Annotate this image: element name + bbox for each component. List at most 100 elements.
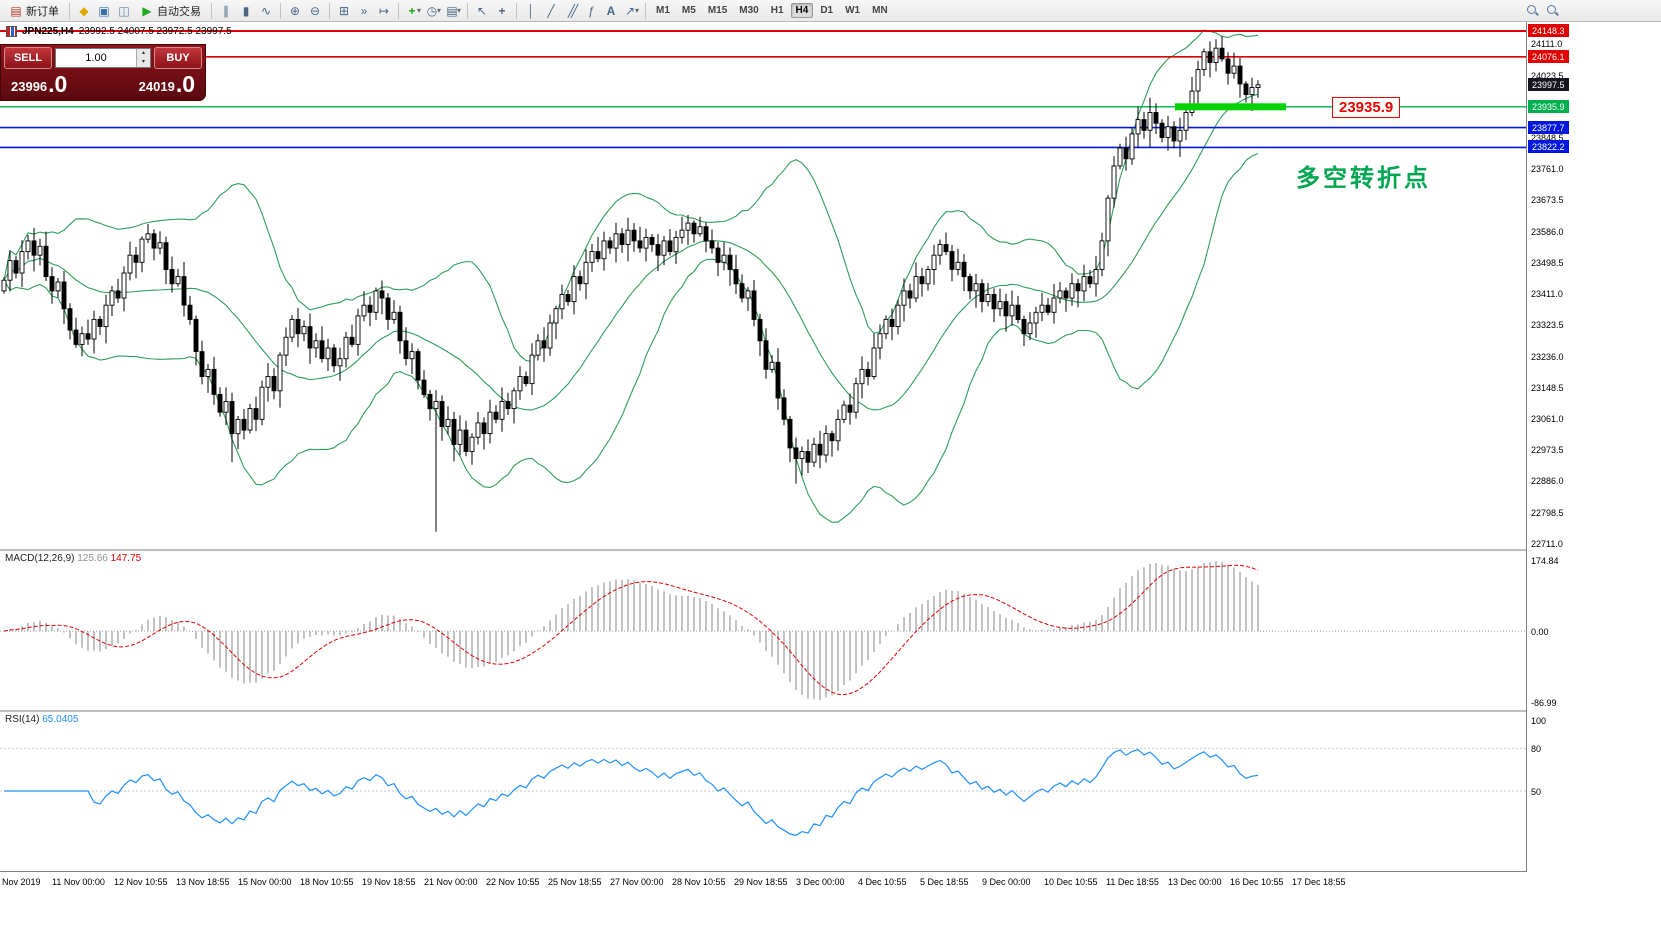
- line-chart-icon[interactable]: ∿: [260, 3, 272, 18]
- chart-search-icon[interactable]: [1543, 2, 1561, 20]
- volume-stepper[interactable]: ▴ ▾: [136, 49, 150, 67]
- rsi-indicator-canvas[interactable]: [0, 712, 1526, 871]
- indicators-add-icon[interactable]: + ▾: [408, 3, 421, 18]
- arrows-tool-icon[interactable]: ↗ ▾: [624, 3, 639, 18]
- new-order-label: 新订单: [26, 5, 59, 18]
- symbol-search-icon[interactable]: [1523, 2, 1541, 20]
- tab-timeframe-h1[interactable]: H1: [770, 5, 784, 16]
- toolbar-separator: [211, 2, 212, 19]
- toolbar-separator: [516, 2, 517, 19]
- bar-chart-icon[interactable]: ∥: [223, 3, 229, 18]
- macd-scale-label: -86.99: [1531, 698, 1557, 708]
- tab-timeframe-d1[interactable]: D1: [820, 5, 834, 16]
- tab-timeframe-m30[interactable]: M30: [739, 5, 759, 16]
- zoom-in-icon[interactable]: ⊕: [289, 3, 301, 18]
- time-axis-label: 27 Nov 00:00: [610, 877, 664, 887]
- macd-indicator-canvas[interactable]: [0, 551, 1526, 710]
- metaeditor-icon[interactable]: ◆: [79, 3, 89, 18]
- rsi-line: [4, 748, 1259, 836]
- macd-signal-line: [3, 564, 1259, 696]
- tab-timeframe-w1[interactable]: W1: [845, 5, 861, 16]
- price-scale-border: [1526, 22, 1527, 893]
- price-scale-current-box: 23997.5: [1528, 78, 1569, 91]
- fibonacci-tool-icon[interactable]: ƒ: [587, 3, 595, 18]
- volume-input[interactable]: [56, 51, 136, 65]
- pivot-annotation: 多空转折点: [1296, 165, 1431, 192]
- time-axis-label: 4 Dec 10:55: [858, 877, 907, 887]
- price-scale-red-box: 24148.3: [1528, 24, 1569, 37]
- toolbar-separator: [280, 2, 281, 19]
- tile-windows-icon[interactable]: ⊞: [338, 3, 350, 18]
- vertical-line-tool-icon[interactable]: │: [527, 3, 535, 18]
- sell-button[interactable]: SELL: [4, 47, 52, 69]
- price-scale[interactable]: 24111.0 24023.5 23848.5 23761.0 23673.5 23586…: [1527, 22, 1661, 893]
- tab-timeframe-mn[interactable]: MN: [872, 5, 888, 16]
- price-scale-label: 23323.5: [1531, 320, 1564, 330]
- macd-scale-label: 174.84: [1531, 556, 1559, 566]
- market-watch-icon[interactable]: ▣: [98, 3, 110, 18]
- trendline-tool-icon[interactable]: ╱: [547, 3, 555, 18]
- sell-price[interactable]: 23996 .0: [11, 71, 68, 97]
- sell-price-frac: .0: [48, 71, 68, 97]
- time-axis-label: 13 Nov 18:55: [176, 877, 230, 887]
- toolbar-separator: [398, 2, 399, 19]
- time-axis-label: 29 Nov 18:55: [734, 877, 788, 887]
- time-axis-label: 15 Nov 00:00: [238, 877, 292, 887]
- toolbar: ▤ 新订单 ◆ ▣ ◫ ▶ 自动交易 ∥ ▮ ∿ ⊕ ⊖ ⊞ » ↦ + ▾ ◷ ▾…: [0, 0, 1661, 22]
- autotrading-play-icon: ▶: [142, 3, 152, 18]
- new-order-button[interactable]: ▤ 新订单: [4, 1, 64, 21]
- price-scale-blue-box: 23877.7: [1528, 121, 1569, 134]
- buy-price[interactable]: 24019 .0: [139, 73, 195, 96]
- price-scale-label: 22798.5: [1531, 508, 1564, 518]
- rsi-level-lines: [0, 747, 1526, 792]
- toolbar-separator: [467, 2, 468, 19]
- tab-timeframe-h4[interactable]: H4: [790, 3, 814, 18]
- time-axis-label: 22 Nov 10:55: [486, 877, 540, 887]
- time-axis-label: 11 Dec 18:55: [1106, 877, 1159, 887]
- channel-tool-icon[interactable]: ╱╱: [567, 3, 578, 18]
- crosshair-tool-icon[interactable]: +: [498, 3, 506, 18]
- price-scale-label: 23586.0: [1531, 227, 1564, 237]
- time-axis-label: 5 Dec 18:55: [920, 877, 969, 887]
- auto-scroll-icon[interactable]: »: [360, 3, 368, 18]
- rsi-scale-label: 50: [1531, 787, 1542, 797]
- cursor-tool-icon[interactable]: ↖: [476, 3, 488, 18]
- buy-button[interactable]: BUY: [154, 47, 202, 69]
- price-scale-label: 23498.5: [1531, 258, 1564, 268]
- candles-layer: [1, 36, 1261, 532]
- tab-timeframe-m15[interactable]: M15: [707, 5, 728, 16]
- toolbar-separator: [645, 2, 646, 19]
- volume-field[interactable]: ▴▾: [55, 48, 151, 68]
- time-axis-border: [0, 871, 1661, 872]
- main-chart-canvas[interactable]: [0, 22, 1526, 549]
- templates-icon[interactable]: ▤ ▾: [446, 3, 461, 18]
- ohlc-values: 23992.5 24007.5 23972.5 23997.5: [78, 26, 232, 37]
- candlestick-chart-icon[interactable]: ▮: [242, 3, 250, 18]
- text-tool-icon[interactable]: A: [606, 3, 616, 18]
- pane-separator[interactable]: [0, 710, 1661, 712]
- periods-icon[interactable]: ◷ ▾: [426, 3, 441, 18]
- tab-timeframe-m1[interactable]: M1: [656, 5, 670, 16]
- autotrading-button[interactable]: ▶ 自动交易: [135, 1, 206, 21]
- pane-separator[interactable]: [0, 549, 1661, 551]
- macd-scale-label: 0.00: [1531, 627, 1549, 637]
- price-scale-label: 23236.0: [1531, 352, 1564, 362]
- tab-timeframe-m5[interactable]: M5: [681, 5, 696, 16]
- volume-down-icon[interactable]: ▾: [137, 58, 150, 67]
- time-axis[interactable]: Nov 2019 11 Nov 00:00 12 Nov 10:55 13 Nov 1…: [0, 872, 1661, 893]
- horizontal-lines-layer: [0, 30, 1526, 149]
- price-scale-red-box: 24076.1: [1528, 50, 1569, 63]
- zoom-out-icon[interactable]: ⊖: [309, 3, 321, 18]
- price-scale-blue-box: 23822.2: [1528, 140, 1569, 153]
- support-highlight-bar: [1175, 103, 1286, 111]
- rsi-label: RSI(14) 65.0405: [5, 714, 79, 725]
- volume-up-icon[interactable]: ▴: [137, 49, 150, 58]
- toolbar-separator: [329, 2, 330, 19]
- price-scale-label: 24023.5: [1531, 71, 1564, 81]
- time-axis-label: 10 Dec 10:55: [1044, 877, 1098, 887]
- terminal-icon[interactable]: ◫: [118, 3, 130, 18]
- price-scale-label: 24111.0: [1531, 39, 1563, 49]
- chart-shift-icon[interactable]: ↦: [378, 3, 390, 18]
- price-scale-green-box: 23935.9: [1528, 100, 1569, 113]
